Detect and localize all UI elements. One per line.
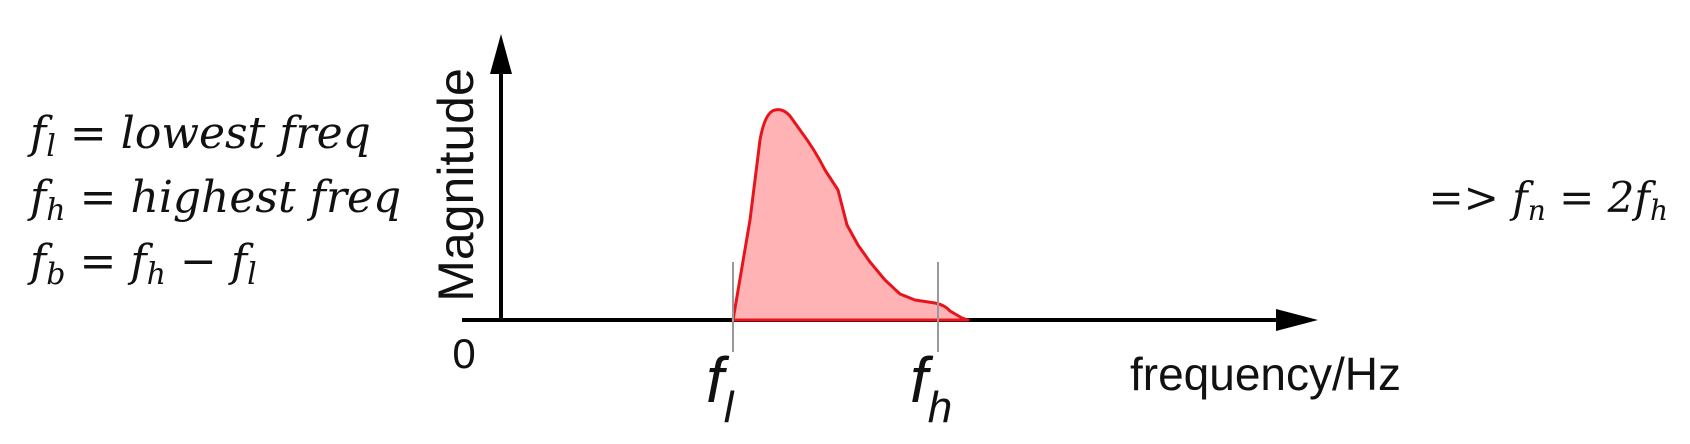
- y-axis-label: Magnitude: [428, 68, 484, 302]
- spectrum-curve: [731, 108, 970, 322]
- def-band-rhs-tail-sub: l: [247, 257, 257, 292]
- def-band-sub: b: [46, 257, 65, 292]
- def-band-rhs-tail: − f: [166, 236, 254, 287]
- definition-highest: fh = highest freq: [27, 172, 401, 228]
- definition-bandwidth: fb = fh − fl: [27, 236, 257, 292]
- def-high-sub: h: [46, 193, 65, 228]
- origin-label: 0: [452, 330, 475, 377]
- conclusion-prefix: => f: [1428, 173, 1534, 222]
- def-band-rhs: = f: [80, 236, 154, 287]
- def-high-rhs: = highest freq: [80, 172, 402, 223]
- conclusion-tail-sub: h: [1650, 194, 1668, 227]
- x-axis-label: frequency/Hz: [1130, 348, 1401, 400]
- conclusion-formula: => fn = 2fh: [1428, 173, 1668, 227]
- def-low-rhs: = lowest freq: [70, 108, 371, 159]
- conclusion-sub: n: [1528, 194, 1546, 227]
- high-marker-label: fh: [910, 344, 952, 432]
- definitions-block: fl = lowest freq fh = highest freq fb = fh …: [27, 108, 401, 292]
- conclusion-tail: = 2f: [1546, 173, 1657, 222]
- low-marker-label: fl: [706, 344, 735, 432]
- y-axis-arrow: [490, 34, 512, 74]
- x-axis-arrow: [1276, 309, 1318, 331]
- high-marker-sub: h: [928, 383, 952, 432]
- def-band-rhs-sub: h: [147, 257, 166, 292]
- def-low-sub: l: [46, 129, 56, 164]
- definition-lowest: fl = lowest freq: [27, 108, 371, 164]
- low-marker-sub: l: [724, 383, 735, 432]
